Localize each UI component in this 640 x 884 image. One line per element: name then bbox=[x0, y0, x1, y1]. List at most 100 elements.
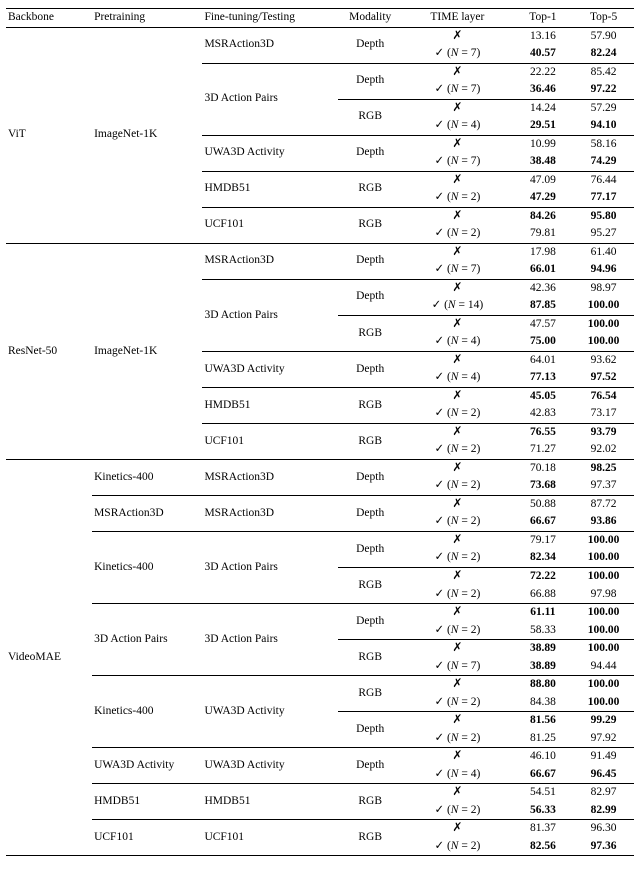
cell-modality: RGB bbox=[338, 315, 402, 351]
check-icon bbox=[434, 732, 444, 744]
cell-modality: RGB bbox=[338, 171, 402, 207]
cell-top1: 66.01 bbox=[513, 261, 574, 279]
cell-top5: 92.02 bbox=[573, 441, 634, 459]
cell-top5: 98.97 bbox=[573, 279, 634, 297]
cell-top1: 47.09 bbox=[513, 171, 574, 189]
check-icon bbox=[434, 119, 444, 131]
cell-top1: 10.99 bbox=[513, 135, 574, 153]
cell-top5: 96.45 bbox=[573, 766, 634, 784]
cell-time-layer: ✗ bbox=[402, 351, 512, 369]
x-icon: ✗ bbox=[452, 532, 462, 546]
cell-time-layer: ✗ bbox=[402, 604, 512, 622]
check-icon bbox=[434, 479, 444, 491]
x-icon: ✗ bbox=[452, 388, 462, 402]
cell-modality: RGB bbox=[338, 567, 402, 603]
cell-top5: 97.37 bbox=[573, 477, 634, 495]
cell-top5: 87.72 bbox=[573, 495, 634, 513]
cell-top5: 100.00 bbox=[573, 622, 634, 640]
col-time-layer: TIME layer bbox=[402, 9, 512, 28]
cell-top1: 50.88 bbox=[513, 495, 574, 513]
cell-time-layer: (N = 2) bbox=[402, 586, 512, 604]
cell-top5: 93.79 bbox=[573, 423, 634, 441]
x-icon: ✗ bbox=[452, 676, 462, 690]
cell-finetuning: MSRAction3D bbox=[202, 243, 338, 279]
x-icon: ✗ bbox=[452, 424, 462, 438]
cell-time-layer: (N = 7) bbox=[402, 81, 512, 99]
x-icon: ✗ bbox=[452, 352, 462, 366]
check-icon bbox=[434, 47, 444, 59]
cell-finetuning: UWA3D Activity bbox=[202, 135, 338, 171]
cell-finetuning: 3D Action Pairs bbox=[202, 279, 338, 351]
check-icon bbox=[434, 551, 444, 563]
cell-top1: 71.27 bbox=[513, 441, 574, 459]
cell-top5: 95.27 bbox=[573, 225, 634, 243]
cell-modality: Depth bbox=[338, 351, 402, 387]
cell-modality: Depth bbox=[338, 279, 402, 315]
cell-time-layer: (N = 2) bbox=[402, 730, 512, 748]
cell-pretraining: UCF101 bbox=[92, 820, 202, 856]
table-row: ViTImageNet-1KMSRAction3DDepth✗13.1657.9… bbox=[6, 27, 634, 45]
check-icon bbox=[434, 407, 444, 419]
cell-time-layer: (N = 2) bbox=[402, 225, 512, 243]
x-icon: ✗ bbox=[452, 280, 462, 294]
cell-finetuning: UWA3D Activity bbox=[202, 748, 338, 784]
x-icon: ✗ bbox=[452, 316, 462, 330]
table-body: ViTImageNet-1KMSRAction3DDepth✗13.1657.9… bbox=[6, 27, 634, 856]
cell-top1: 82.56 bbox=[513, 838, 574, 856]
cell-top5: 100.00 bbox=[573, 640, 634, 658]
cell-top5: 82.97 bbox=[573, 784, 634, 802]
table-row: HMDB51HMDB51RGB✗54.5182.97 bbox=[6, 784, 634, 802]
check-icon bbox=[434, 227, 444, 239]
cell-top1: 56.33 bbox=[513, 802, 574, 820]
cell-time-layer: ✗ bbox=[402, 315, 512, 333]
cell-top5: 100.00 bbox=[573, 694, 634, 712]
cell-top1: 84.26 bbox=[513, 207, 574, 225]
cell-top1: 70.18 bbox=[513, 459, 574, 477]
cell-modality: Depth bbox=[338, 531, 402, 567]
cell-top5: 57.29 bbox=[573, 99, 634, 117]
cell-time-layer: (N = 2) bbox=[402, 838, 512, 856]
cell-time-layer: (N = 2) bbox=[402, 549, 512, 567]
cell-pretraining: HMDB51 bbox=[92, 784, 202, 820]
cell-top5: 93.62 bbox=[573, 351, 634, 369]
col-modality: Modality bbox=[338, 9, 402, 28]
check-icon bbox=[434, 515, 444, 527]
cell-time-layer: ✗ bbox=[402, 712, 512, 730]
check-icon bbox=[434, 263, 444, 275]
cell-time-layer: ✗ bbox=[402, 820, 512, 838]
cell-top1: 64.01 bbox=[513, 351, 574, 369]
table-row: Kinetics-4003D Action PairsDepth✗79.1710… bbox=[6, 531, 634, 549]
cell-top1: 38.89 bbox=[513, 640, 574, 658]
cell-pretraining: ImageNet-1K bbox=[92, 243, 202, 459]
check-icon bbox=[434, 768, 444, 780]
cell-top5: 100.00 bbox=[573, 567, 634, 585]
x-icon: ✗ bbox=[452, 604, 462, 618]
cell-top1: 46.10 bbox=[513, 748, 574, 766]
cell-top5: 100.00 bbox=[573, 549, 634, 567]
cell-top1: 22.22 bbox=[513, 63, 574, 81]
table-row: UCF101UCF101RGB✗81.3796.30 bbox=[6, 820, 634, 838]
cell-modality: RGB bbox=[338, 676, 402, 712]
cell-modality: Depth bbox=[338, 712, 402, 748]
cell-finetuning: HMDB51 bbox=[202, 387, 338, 423]
cell-time-layer: ✗ bbox=[402, 135, 512, 153]
table-row: Kinetics-400UWA3D ActivityRGB✗88.80100.0… bbox=[6, 676, 634, 694]
cell-modality: Depth bbox=[338, 459, 402, 495]
cell-top1: 47.29 bbox=[513, 189, 574, 207]
col-top1: Top-1 bbox=[513, 9, 574, 28]
cell-time-layer: (N = 7) bbox=[402, 45, 512, 63]
check-icon bbox=[434, 83, 444, 95]
cell-top1: 61.11 bbox=[513, 604, 574, 622]
cell-top5: 91.49 bbox=[573, 748, 634, 766]
cell-modality: Depth bbox=[338, 243, 402, 279]
cell-time-layer: ✗ bbox=[402, 279, 512, 297]
cell-top1: 73.68 bbox=[513, 477, 574, 495]
cell-time-layer: ✗ bbox=[402, 243, 512, 261]
col-finetuning: Fine-tuning/Testing bbox=[202, 9, 338, 28]
cell-top1: 42.83 bbox=[513, 405, 574, 423]
cell-time-layer: ✗ bbox=[402, 459, 512, 477]
cell-top5: 97.22 bbox=[573, 81, 634, 99]
cell-top1: 79.17 bbox=[513, 531, 574, 549]
cell-top5: 100.00 bbox=[573, 676, 634, 694]
cell-top5: 97.52 bbox=[573, 369, 634, 387]
